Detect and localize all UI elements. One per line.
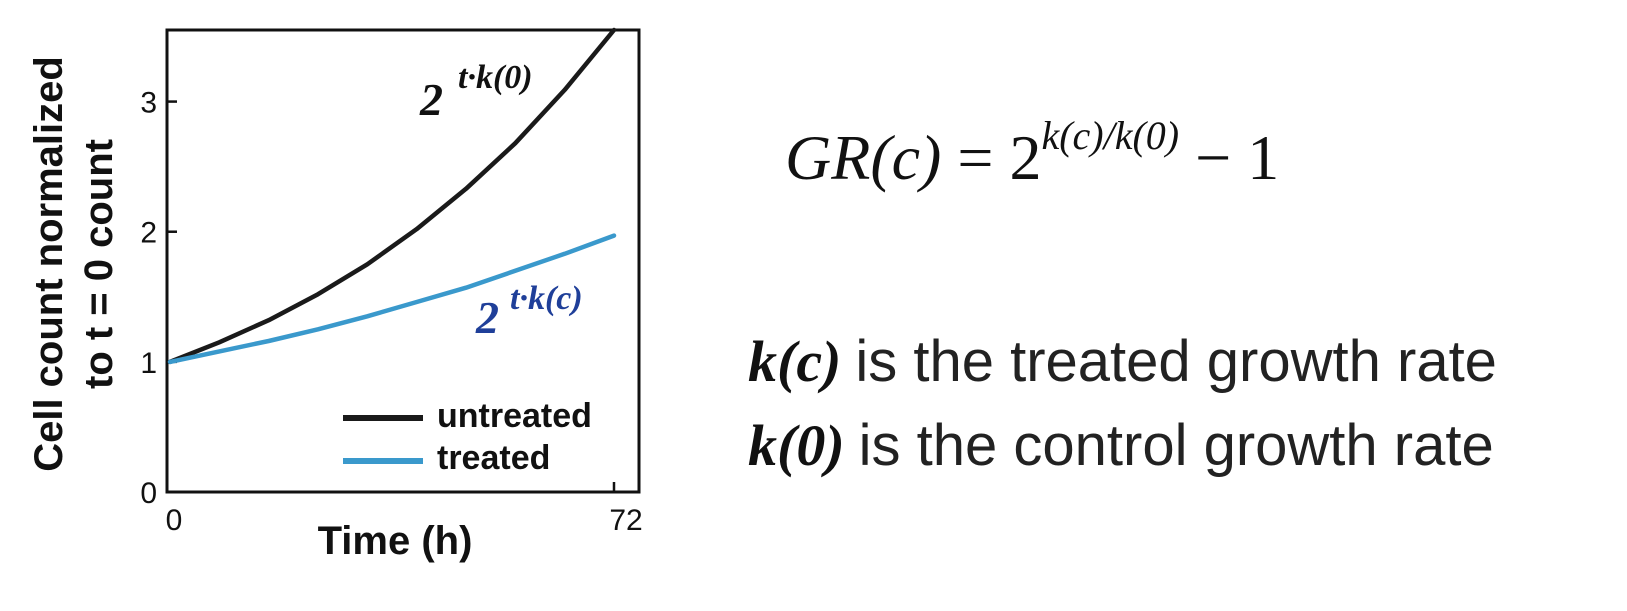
y-axis-label-line1: Cell count normalized xyxy=(27,56,71,472)
definition-text: is the control growth rate xyxy=(858,413,1494,478)
x-tick-label: 72 xyxy=(609,504,642,537)
y-tick-label: 1 xyxy=(140,347,157,380)
x-ticks: 0 72 xyxy=(166,482,643,537)
definition-text: is the treated growth rate xyxy=(855,329,1497,394)
annotation-untreated-exponent: t·k(0) xyxy=(458,59,533,96)
legend-label-treated: treated xyxy=(437,439,550,477)
annotation-untreated: 2 t·k(0) xyxy=(419,59,533,125)
series-lines xyxy=(167,27,617,365)
y-tick-label: 0 xyxy=(140,477,157,510)
annotation-treated-exponent: t·k(c) xyxy=(510,280,583,317)
growth-chart: 0 1 2 3 0 72 2 t·k(0) 2 t·k(c) untreated tre… xyxy=(27,27,643,563)
formula-base: 2 xyxy=(1009,122,1042,193)
annotation-untreated-base: 2 xyxy=(419,74,443,125)
y-ticks: 0 1 2 3 xyxy=(140,87,177,510)
formula-exponent: k(c)/k(0) xyxy=(1041,113,1180,158)
x-tick-label: 0 xyxy=(166,504,183,537)
annotation-treated-base: 2 xyxy=(475,292,499,343)
series-line-treated xyxy=(167,233,617,365)
series-line-untreated xyxy=(167,27,617,365)
formula-lhs: GR(c) xyxy=(785,122,942,193)
definition-term: k(c) xyxy=(748,329,842,394)
formula-tail: − 1 xyxy=(1195,122,1280,193)
gr-formula: GR(c) = 2k(c)/k(0) − 1 xyxy=(785,112,1279,195)
legend: untreated treated xyxy=(343,397,592,477)
definition-treated: k(c) is the treated growth rate xyxy=(748,328,1497,395)
definition-control: k(0) is the control growth rate xyxy=(748,412,1494,479)
y-axis-label-line2: to t = 0 count xyxy=(77,139,121,389)
legend-label-untreated: untreated xyxy=(437,397,592,435)
plot-frame xyxy=(165,28,641,494)
definition-term: k(0) xyxy=(748,413,845,478)
formula-equals: = xyxy=(957,122,994,193)
chart-axes: 0 1 2 3 0 72 xyxy=(140,28,643,537)
y-tick-label: 2 xyxy=(140,217,157,250)
x-axis-label: Time (h) xyxy=(318,519,473,563)
annotation-treated: 2 t·k(c) xyxy=(475,280,583,343)
y-tick-label: 3 xyxy=(140,87,157,120)
